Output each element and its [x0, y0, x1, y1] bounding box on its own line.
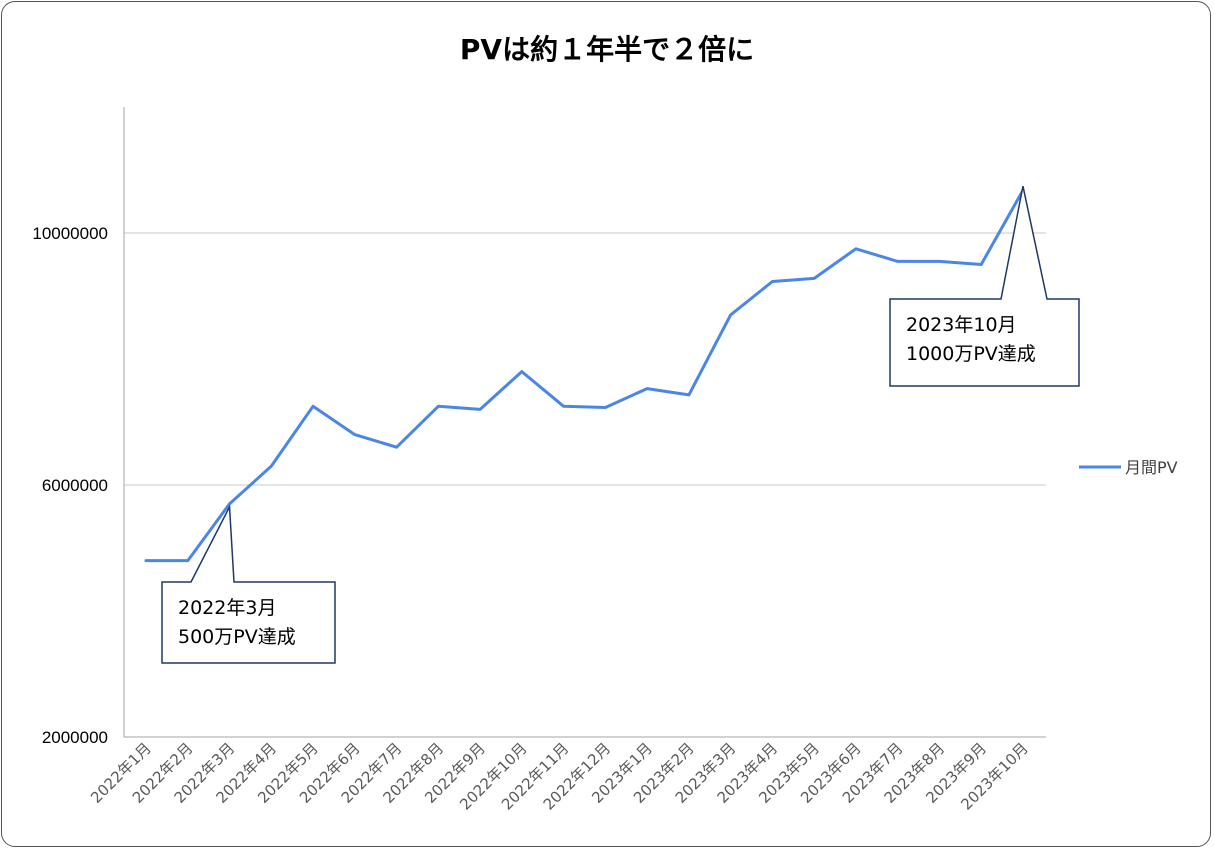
data-point	[814, 278, 815, 279]
data-point	[981, 264, 982, 265]
data-point	[563, 406, 564, 407]
data-point	[187, 560, 188, 561]
data-point	[772, 281, 773, 282]
legend: 月間PV	[1079, 458, 1178, 477]
callout-text: 1000万PV達成	[906, 343, 1036, 365]
y-axis-tick-labels: 2000000 6000000 10000000	[32, 224, 108, 747]
data-point	[897, 261, 898, 262]
data-point	[521, 371, 522, 372]
legend-label: 月間PV	[1125, 458, 1178, 477]
data-point	[939, 261, 940, 262]
callout-text: 500万PV達成	[178, 626, 296, 648]
data-point	[688, 394, 689, 395]
data-point	[354, 434, 355, 435]
y-tick-label: 2000000	[42, 728, 108, 747]
chart-title: PVは約１年半で２倍に	[459, 33, 755, 66]
data-point	[313, 406, 314, 407]
data-point	[146, 560, 147, 561]
data-point	[396, 447, 397, 448]
data-point	[438, 406, 439, 407]
gridlines	[124, 232, 1046, 486]
y-tick-label: 10000000	[32, 224, 108, 243]
callout-text: 2022年3月	[178, 597, 276, 619]
x-axis-tick-labels: 2022年1月2022年2月2022年3月2022年4月2022年5月2022年…	[87, 739, 1032, 813]
data-point	[730, 314, 731, 315]
callout-text: 2023年10月	[906, 314, 1017, 336]
axes	[123, 107, 1046, 738]
data-point	[605, 407, 606, 408]
data-point	[647, 388, 648, 389]
data-point	[229, 503, 230, 504]
series-lines	[144, 188, 1025, 563]
y-tick-label: 6000000	[42, 476, 108, 495]
series-line	[144, 188, 1025, 563]
data-point	[855, 248, 856, 249]
callout-box	[889, 186, 1080, 387]
callout-box	[161, 504, 336, 664]
data-point	[271, 466, 272, 467]
data-point	[480, 409, 481, 410]
callouts: 2022年3月 500万PV達成 2023年10月 1000万PV達成	[161, 186, 1080, 664]
